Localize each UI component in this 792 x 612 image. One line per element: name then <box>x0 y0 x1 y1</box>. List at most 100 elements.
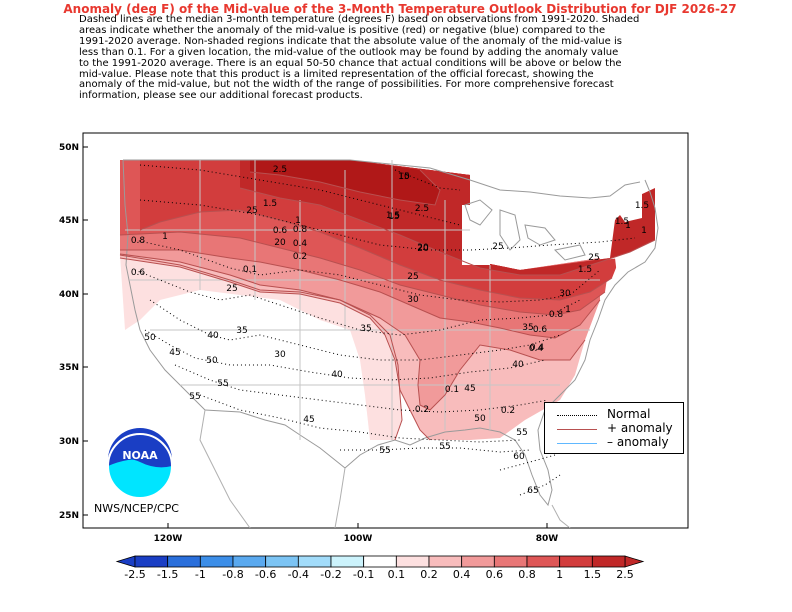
lon-label: 80W <box>536 534 559 544</box>
anomaly-label: 1.5 <box>386 211 400 221</box>
normal-label: 35 <box>522 323 533 333</box>
normal-label: 40 <box>512 360 524 370</box>
colorbar-swatch <box>461 555 495 568</box>
anomaly-label: 0.6 <box>131 268 146 278</box>
colorbar-swatch <box>395 555 430 568</box>
colorbar-swatch <box>167 555 201 568</box>
normal-label: 35 <box>236 326 247 336</box>
normal-label: 30 <box>274 350 286 360</box>
normal-label: 60 <box>513 452 525 462</box>
description-line: less than 0.1. For a given location, the… <box>79 46 619 58</box>
normal-label: 30 <box>559 289 571 299</box>
normal-label: 20 <box>274 238 286 248</box>
anomaly-contours <box>119 169 656 441</box>
lat-label: 25N <box>59 511 79 521</box>
colorbar-arrow-left <box>115 555 136 568</box>
lon-label: 120W <box>154 534 183 544</box>
normal-label: 55 <box>439 442 450 452</box>
colorbar-arrow-right <box>624 555 645 568</box>
anomaly-band-1.5 <box>240 160 655 275</box>
colorbar-label: -2.5 <box>124 568 145 581</box>
anomaly-label: 1 <box>565 305 571 315</box>
normal-label: 15 <box>398 172 409 182</box>
anomaly-label: 0.2 <box>293 252 307 262</box>
normal-label: 55 <box>189 392 200 402</box>
minus-line-symbol <box>557 443 597 444</box>
normal-label: 20 <box>417 244 429 254</box>
anomaly-label: 2.5 <box>273 165 287 175</box>
colorbar-swatch <box>428 555 463 568</box>
normal-label: 25 <box>407 272 418 282</box>
colorbar-swatch <box>199 555 234 568</box>
anomaly-label: 1 <box>295 216 301 226</box>
normal-label: 15 <box>388 212 399 222</box>
colorbar-swatch <box>265 555 299 568</box>
anomaly-label: 2.5 <box>415 204 429 214</box>
colorbar-swatch <box>134 555 169 568</box>
colorbar-label: -0.2 <box>320 568 341 581</box>
anomaly-label: 1.5 <box>263 199 277 209</box>
normal-label: 50 <box>206 356 218 366</box>
anomaly-label: 1.5 <box>635 201 649 211</box>
description-line: anomaly of the mid-value, but not the wi… <box>79 79 614 91</box>
normal-contours <box>134 164 636 496</box>
noaa-logo: NOAA <box>107 428 173 499</box>
normal-label: 50 <box>144 333 156 343</box>
anomaly-label: 1.5 <box>615 217 629 227</box>
legend-normal-label: Normal <box>607 407 651 421</box>
description-line: Dashed lines are the median 3-month temp… <box>79 14 640 25</box>
colorbar-label: -0.1 <box>353 568 374 581</box>
description-line: mid-value. Please note that this product… <box>79 68 594 80</box>
colorbar-swatch <box>330 555 365 568</box>
description-line: information, please see our additional f… <box>79 90 363 102</box>
credit-text: NWS/NCEP/CPC <box>94 502 179 515</box>
normal-label: 25 <box>246 206 257 216</box>
lat-label: 35N <box>59 363 79 373</box>
anomaly-label: 1.5 <box>578 265 592 275</box>
colorbar-label: -0.8 <box>222 568 243 581</box>
anomaly-label: 1 <box>625 221 631 231</box>
lat-label: 50N <box>59 143 79 153</box>
colorbar-label: -0.6 <box>255 568 276 581</box>
description-line: 1991-2020 average. Non-shaded regions in… <box>79 35 622 47</box>
colorbar-swatch <box>591 555 626 568</box>
anomaly-label: 0.8 <box>293 225 308 235</box>
anomaly-label: 0.1 <box>243 265 257 275</box>
colorbar-swatch <box>559 555 593 568</box>
colorbar-label: 0.6 <box>486 568 504 581</box>
colorbar-label: -1 <box>195 568 206 581</box>
colorbar-label: 0.4 <box>453 568 471 581</box>
anomaly-label: 0.4 <box>530 343 545 353</box>
normal-label: 55 <box>516 428 527 438</box>
lon-axis: 120W 100W 80W <box>154 534 559 544</box>
anomaly-label: 0.8 <box>549 310 564 320</box>
normal-label: 40 <box>331 370 343 380</box>
lon-label: 100W <box>344 534 373 544</box>
lat-label: 45N <box>59 216 79 226</box>
description-line: to the 1991-2020 average. There is an eq… <box>79 57 622 69</box>
anomaly-label: 0.6 <box>273 226 288 236</box>
normal-label: 45 <box>464 384 475 394</box>
anomaly-label: 0.2 <box>415 405 429 415</box>
anomaly-label: 0.6 <box>533 325 548 335</box>
colorbar-swatch <box>363 555 397 568</box>
anomaly-label: 0.4 <box>293 239 308 249</box>
colorbar-label: 1.5 <box>584 568 602 581</box>
normal-label: 30 <box>407 295 419 305</box>
colorbar: -2.5 -1.5 -1 -0.8 -0.6 -0.4 -0.2 -0.1 0.1 0.2 0.4 0… <box>115 555 645 581</box>
colorbar-swatch <box>297 555 332 568</box>
anomaly-label: 1 <box>162 232 168 242</box>
colorbar-label: 0.8 <box>518 568 536 581</box>
normal-label: 55 <box>217 379 228 389</box>
normal-label: 25 <box>226 284 237 294</box>
normal-label: 20 <box>417 243 429 253</box>
normal-label: 25 <box>588 253 599 263</box>
anomaly-label: 0.2 <box>501 406 515 416</box>
normal-label: 55 <box>379 446 390 456</box>
anomaly-label: 0.8 <box>131 236 146 246</box>
anomaly-label: 0.4 <box>529 344 544 354</box>
normal-label: 65 <box>527 486 538 496</box>
colorbar-swatch <box>232 555 267 568</box>
normal-label: 25 <box>492 242 503 252</box>
